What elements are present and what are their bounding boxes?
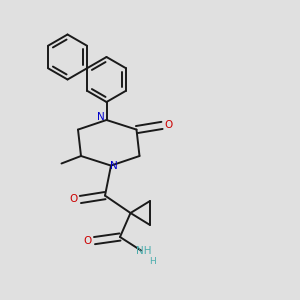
Text: N: N	[97, 112, 105, 122]
Text: H: H	[150, 257, 156, 266]
Text: O: O	[164, 120, 173, 130]
Text: O: O	[70, 194, 78, 205]
Text: O: O	[84, 236, 92, 246]
Text: NH: NH	[136, 245, 152, 256]
Text: N: N	[110, 160, 118, 171]
